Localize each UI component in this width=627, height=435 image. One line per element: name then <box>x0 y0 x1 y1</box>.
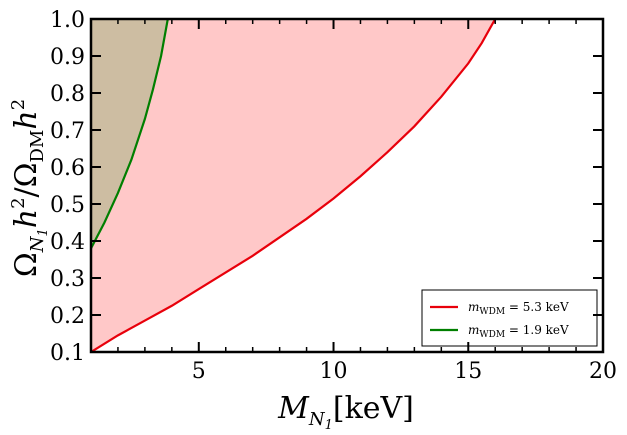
plot-frame <box>89 17 605 354</box>
series-line-1 <box>91 19 169 249</box>
y-tick-label: 0.8 <box>50 82 85 107</box>
legend-entry: mWDM = 5.3 keV <box>468 300 569 317</box>
x-tick-label: 20 <box>589 359 617 384</box>
y-tick-label: 0.4 <box>50 230 85 255</box>
series-fill-1 <box>91 19 168 249</box>
legend-box <box>421 289 598 347</box>
y-tick-label: 0.2 <box>50 304 85 329</box>
y-tick-label: 0.1 <box>50 341 85 366</box>
series-fill-0 <box>91 19 496 352</box>
y-axis-label: ΩN1h2/ΩDMh2 <box>8 99 51 277</box>
x-tick-label: 15 <box>454 359 482 384</box>
x-tick-label: 5 <box>192 359 206 384</box>
y-tick-label: 0.9 <box>50 45 85 70</box>
y-tick-label: 1.0 <box>50 8 85 33</box>
x-axis-label: MN1[keV] <box>277 391 414 433</box>
series-line-0 <box>91 19 497 352</box>
legend-entry: mWDM = 1.9 keV <box>468 323 569 340</box>
y-tick-label: 0.6 <box>50 156 85 181</box>
y-tick-label: 0.5 <box>50 193 85 218</box>
x-tick-label: 10 <box>320 359 348 384</box>
y-tick-label: 0.7 <box>50 119 85 144</box>
y-tick-label: 0.3 <box>50 267 85 292</box>
